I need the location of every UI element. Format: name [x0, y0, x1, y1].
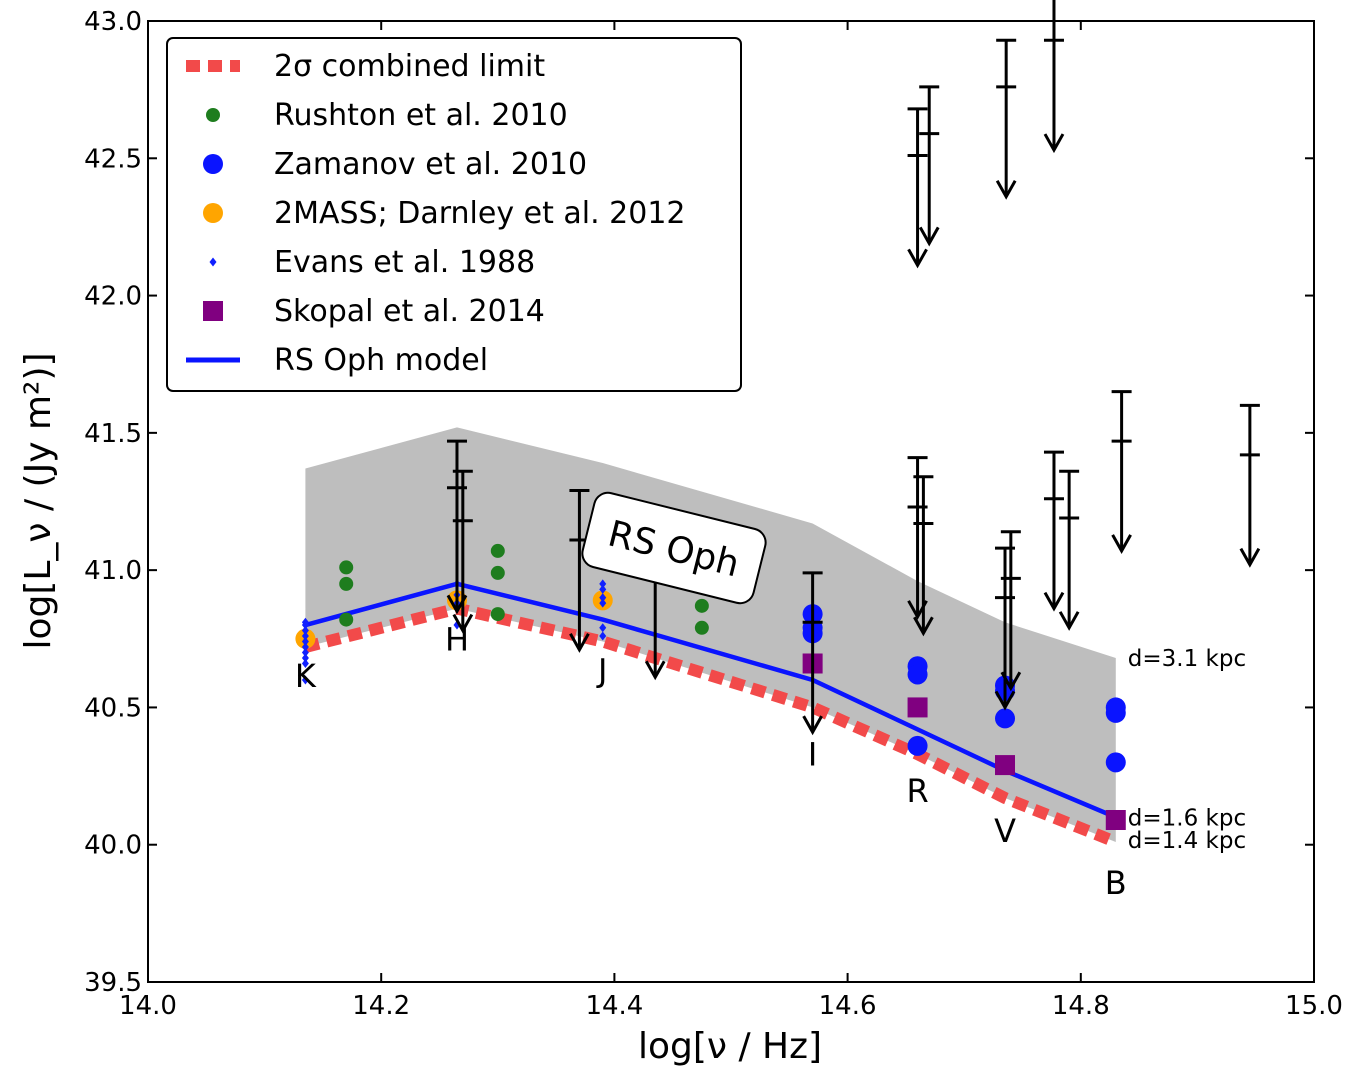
x-tick-label: 15.0 — [1285, 991, 1343, 1021]
legend-label: 2σ combined limit — [274, 49, 545, 84]
legend-swatch-square — [203, 301, 223, 321]
x-tick-label: 14.8 — [1052, 991, 1110, 1021]
legend-label: RS Oph model — [274, 343, 488, 378]
y-tick-label: 40.5 — [84, 693, 142, 723]
y-tick-label: 40.0 — [84, 831, 142, 861]
point-rushton — [694, 620, 709, 635]
point-rushton — [490, 543, 505, 558]
band-label-H: H — [445, 621, 469, 659]
upper-limit-arrowhead — [452, 613, 474, 634]
point-zamanov — [1105, 702, 1126, 723]
upper-limit-arrowhead — [995, 179, 1017, 200]
legend-label: Skopal et al. 2014 — [274, 294, 545, 329]
point-skopal — [907, 697, 928, 718]
point-evans — [599, 584, 607, 594]
upper-limit-arrowhead — [644, 660, 666, 681]
annotation-box — [581, 491, 767, 605]
legend-swatch-circle — [203, 154, 223, 174]
point-rushton — [339, 560, 354, 575]
point-evans — [599, 579, 607, 589]
point-skopal — [1105, 810, 1126, 831]
y-tick-label: 41.0 — [84, 556, 142, 586]
upper-limit-arrowhead — [1000, 671, 1022, 692]
distance-label-lower: d=1.4 kpc — [1128, 828, 1246, 854]
point-zamanov — [995, 708, 1016, 729]
legend-swatch-circle — [203, 203, 223, 223]
upper-limit-arrowhead — [569, 633, 590, 653]
point-rushton — [694, 598, 709, 613]
point-zamanov — [907, 735, 928, 756]
point-evans — [301, 620, 309, 630]
shaded-region-layer — [305, 427, 1116, 842]
band-label-J: J — [596, 652, 607, 690]
upper-limit-arrowhead — [1058, 611, 1080, 631]
data-points-layer — [295, 543, 1126, 831]
upper-limit-arrowhead — [907, 248, 928, 269]
legend: 2σ combined limit Rushton et al. 2010 Zama… — [166, 37, 742, 392]
annotation-layer: RS Oph — [581, 491, 767, 605]
upper-limit-arrowhead — [802, 715, 823, 736]
y-tick-label: 39.5 — [84, 968, 142, 998]
point-evans — [599, 631, 607, 641]
band-label-V: V — [994, 812, 1016, 850]
legend-label: 2MASS; Darnley et al. 2012 — [274, 196, 686, 231]
legend-label: Evans et al. 1988 — [274, 245, 535, 280]
band-label-K: K — [295, 657, 317, 695]
x-tick-label: 14.0 — [119, 991, 177, 1021]
plot-frame — [147, 20, 1315, 983]
point-rushton — [490, 565, 505, 580]
point-evans — [301, 648, 309, 658]
band-label-B: B — [1105, 864, 1127, 902]
band-label-R: R — [906, 772, 928, 810]
point-zamanov — [907, 664, 928, 685]
point-evans — [301, 631, 309, 641]
upper-limit-arrowhead — [1043, 591, 1065, 612]
legend-box — [166, 37, 742, 392]
point-evans — [301, 642, 309, 652]
point-zamanov — [1105, 752, 1126, 773]
point-rushton — [339, 612, 354, 627]
point-evans — [301, 626, 309, 636]
legend-label: Zamanov et al. 2010 — [274, 147, 587, 182]
legend-swatch-diamond — [209, 257, 217, 267]
upper-limits-layer — [446, 0, 1261, 736]
point-evans — [599, 623, 607, 633]
distance-label-middle: d=1.6 kpc — [1128, 805, 1246, 831]
upper-limit-arrowhead — [1043, 133, 1065, 154]
point-evans — [599, 598, 607, 608]
point-skopal — [995, 755, 1016, 776]
upper-limit-arrowhead — [913, 616, 934, 637]
y-tick-label: 41.5 — [84, 419, 142, 449]
point-evans — [301, 658, 309, 668]
upper-limit-arrowhead — [1239, 547, 1261, 568]
y-tick-label: 43.0 — [84, 7, 142, 37]
upper-limit-arrowhead — [918, 226, 940, 247]
y-tick-label: 42.5 — [84, 144, 142, 174]
point-rushton — [490, 607, 505, 622]
point-evans — [301, 675, 309, 685]
upper-limit-arrowhead — [1111, 534, 1132, 554]
y-axis-title: log[L_ν / (Jy m²)] — [18, 352, 59, 649]
x-tick-label: 14.6 — [819, 991, 877, 1021]
upper-limit-arrowhead — [994, 690, 1016, 711]
point-evans — [301, 653, 309, 663]
legend-label: Rushton et al. 2010 — [274, 98, 568, 133]
x-tick-label: 14.2 — [352, 991, 410, 1021]
axes-layer: 14.0 14.2 14.4 14.6 14.8 15.0 39.5 40.0 40.5 41.0… — [84, 7, 1343, 1021]
y-tick-label: 42.0 — [84, 282, 142, 312]
legend-swatch-circle — [206, 108, 220, 122]
x-tick-label: 14.4 — [585, 991, 643, 1021]
point-evans — [599, 593, 607, 603]
band-label-I: I — [808, 735, 817, 773]
point-rushton — [339, 576, 354, 591]
distance-shaded-region — [305, 427, 1116, 842]
distance-label-upper: d=3.1 kpc — [1128, 646, 1246, 672]
x-axis-title: log[ν / Hz] — [638, 1026, 822, 1067]
point-evans — [301, 637, 309, 647]
